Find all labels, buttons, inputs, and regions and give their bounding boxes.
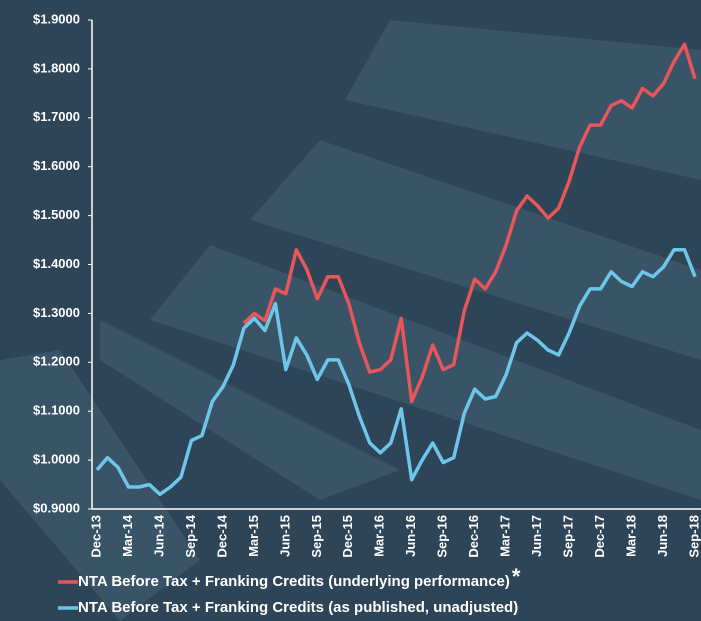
y-tick-label: $1.2000 — [33, 354, 80, 369]
x-tick-label: Jun-14 — [151, 514, 166, 557]
y-tick-label: $1.7000 — [33, 109, 80, 124]
x-tick-label: Dec-15 — [340, 515, 355, 558]
x-tick-label: Mar-17 — [498, 515, 513, 557]
y-tick-label: $1.5000 — [33, 207, 80, 222]
y-tick-label: $1.6000 — [33, 158, 80, 173]
legend-label: NTA Before Tax + Franking Credits (as pu… — [78, 599, 518, 616]
x-tick-label: Sep-15 — [309, 515, 324, 558]
y-tick-label: $1.0000 — [33, 452, 80, 467]
x-tick-label: Mar-18 — [623, 515, 638, 557]
x-tick-label: Sep-14 — [183, 514, 198, 557]
y-tick-label: $0.9000 — [33, 500, 80, 515]
x-tick-label: Sep-18 — [686, 515, 701, 558]
x-tick-label: Mar-15 — [246, 515, 261, 557]
x-tick-label: Mar-14 — [120, 514, 135, 557]
x-tick-label: Jun-18 — [655, 515, 670, 557]
chart: $0.9000 $1.0000 $1.1000 $1.2000 $1.3000 $1.40… — [0, 0, 701, 621]
x-tick-label: Dec-13 — [88, 515, 103, 558]
y-tick-label: $1.1000 — [33, 403, 80, 418]
legend-label: NTA Before Tax + Franking Credits (under… — [78, 573, 510, 590]
footnote-mark: * — [512, 564, 521, 589]
x-tick-label: Dec-16 — [466, 515, 481, 558]
x-tick-label: Mar-16 — [372, 515, 387, 557]
x-tick-label: Jun-17 — [529, 515, 544, 557]
y-tick-label: $1.8000 — [33, 60, 80, 75]
x-tick-label: Jun-15 — [277, 515, 292, 557]
y-tick-label: $1.3000 — [33, 305, 80, 320]
x-tick-label: Dec-17 — [592, 515, 607, 558]
x-tick-label: Sep-16 — [435, 515, 450, 558]
y-tick-label: $1.4000 — [33, 256, 80, 271]
x-tick-label: Sep-17 — [561, 515, 576, 558]
x-tick-label: Dec-14 — [214, 514, 229, 557]
y-tick-label: $1.9000 — [33, 11, 80, 26]
x-tick-label: Jun-16 — [403, 515, 418, 557]
